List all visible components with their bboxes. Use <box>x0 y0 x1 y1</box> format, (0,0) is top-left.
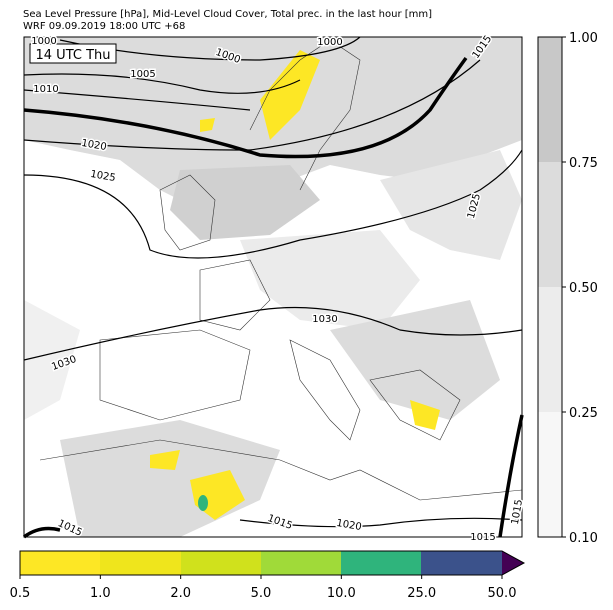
precip-extend <box>502 551 524 575</box>
map-frame <box>23 36 523 538</box>
cloud-band <box>538 162 562 287</box>
cloud-tick-label: 0.50 <box>569 281 598 296</box>
coastlines <box>39 39 523 501</box>
precip-band <box>341 551 421 575</box>
time-box <box>29 43 117 64</box>
map: 14 UTC Thu 10001000100010051010101510201… <box>22 32 527 545</box>
precip-tick-label: 25.0 <box>407 586 436 601</box>
precip-band <box>261 551 341 575</box>
precipitation <box>150 50 440 520</box>
subtitle: WRF 09.09.2019 18:00 UTC +68 <box>23 21 185 32</box>
precip-tick-label: 50.0 <box>488 586 517 601</box>
cloud-band <box>538 37 562 162</box>
precip-frame <box>19 550 526 576</box>
precip-band <box>421 551 502 575</box>
precip-band <box>20 551 100 575</box>
cloud-band <box>538 287 562 412</box>
cloud-band <box>538 412 562 537</box>
cloud-tick-label: 0.25 <box>569 406 598 421</box>
precip-colorbar: 0.5 1.0 2.0 5.0 10.0 25.0 50.0 <box>10 550 526 601</box>
isobar-label: 1010 <box>33 84 58 95</box>
precip-tick-label: 5.0 <box>251 586 272 601</box>
precip-tick-label: 1.0 <box>90 586 111 601</box>
cloud-tick-label: 0.75 <box>569 156 598 171</box>
isobar-label: 1000 <box>317 37 342 48</box>
isobar-1015 <box>22 56 524 539</box>
precip-band <box>100 551 181 575</box>
cloud-tick-label: 1.00 <box>569 31 598 46</box>
isobar-label: 1005 <box>130 69 155 80</box>
time-label: 14 UTC Thu <box>36 48 111 63</box>
title: Sea Level Pressure [hPa], Mid-Level Clou… <box>23 9 432 20</box>
isobar-label: 1030 <box>312 314 337 325</box>
cloud-tick-label: 0.10 <box>569 531 598 546</box>
precip-band <box>181 551 261 575</box>
precip-tick-label: 10.0 <box>327 586 356 601</box>
precip-tick-label: 0.5 <box>10 586 31 601</box>
isobar-label: 1000 <box>31 36 56 47</box>
precip-tick-label: 2.0 <box>170 586 191 601</box>
isobar-label: 1015 <box>470 532 495 543</box>
cloud-colorbar: 1.00 0.75 0.50 0.25 0.10 <box>537 31 598 546</box>
